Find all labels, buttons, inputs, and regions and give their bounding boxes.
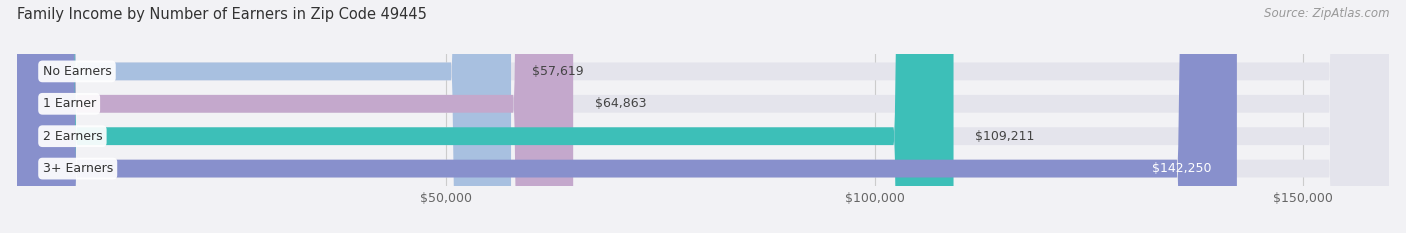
Text: $142,250: $142,250 (1152, 162, 1211, 175)
FancyBboxPatch shape (17, 0, 574, 233)
FancyBboxPatch shape (17, 0, 1389, 233)
Text: 1 Earner: 1 Earner (42, 97, 96, 110)
Text: $57,619: $57,619 (533, 65, 583, 78)
FancyBboxPatch shape (17, 0, 1389, 233)
Text: Source: ZipAtlas.com: Source: ZipAtlas.com (1264, 7, 1389, 20)
Text: 3+ Earners: 3+ Earners (42, 162, 112, 175)
Text: No Earners: No Earners (42, 65, 111, 78)
Text: Family Income by Number of Earners in Zip Code 49445: Family Income by Number of Earners in Zi… (17, 7, 427, 22)
Text: $109,211: $109,211 (974, 130, 1035, 143)
FancyBboxPatch shape (17, 0, 953, 233)
FancyBboxPatch shape (17, 0, 1389, 233)
FancyBboxPatch shape (17, 0, 1237, 233)
Text: $64,863: $64,863 (595, 97, 647, 110)
FancyBboxPatch shape (17, 0, 1389, 233)
Text: 2 Earners: 2 Earners (42, 130, 103, 143)
FancyBboxPatch shape (17, 0, 510, 233)
